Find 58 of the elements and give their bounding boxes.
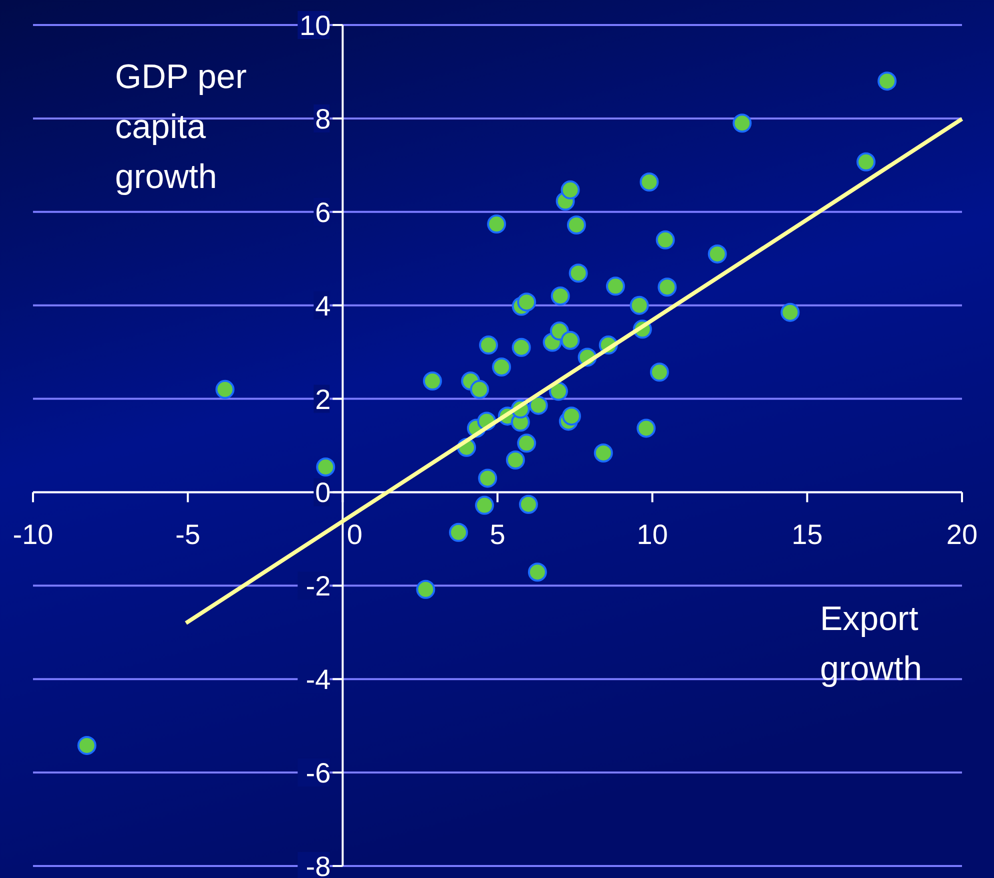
point: [215, 380, 234, 399]
point: [416, 580, 436, 599]
point: [856, 152, 876, 172]
y-tick-label: 10: [300, 10, 331, 41]
point: [658, 278, 677, 297]
y-tick-label: 2: [315, 384, 331, 415]
point: [528, 562, 547, 582]
point: [568, 264, 588, 283]
point: [560, 180, 580, 200]
y-tick-label: 6: [315, 196, 331, 228]
point: [528, 396, 548, 415]
x-tick-label: -10: [12, 519, 54, 550]
point: [878, 72, 897, 91]
point: [732, 114, 752, 133]
point: [562, 406, 582, 426]
point: [506, 450, 525, 470]
x-tick-label: 15: [792, 519, 823, 550]
point: [518, 494, 538, 514]
x-tick-label: -5: [175, 519, 200, 550]
point: [492, 358, 512, 377]
point: [550, 286, 570, 306]
point: [630, 296, 649, 315]
point: [422, 372, 442, 391]
point: [517, 292, 536, 312]
point: [479, 336, 498, 355]
y-tick-label: -6: [306, 758, 331, 789]
point: [780, 302, 800, 322]
point: [474, 496, 494, 515]
point: [606, 276, 625, 296]
point: [636, 418, 656, 438]
x-tick-label: 5: [490, 519, 506, 550]
x-axis-title: Export growth: [820, 600, 922, 688]
point: [640, 172, 659, 192]
point: [478, 468, 498, 488]
point: [517, 434, 536, 453]
point: [77, 736, 96, 755]
point: [549, 382, 568, 401]
point: [560, 330, 580, 350]
x-tick-label: 10: [636, 519, 668, 550]
y-tick-label: 0: [315, 477, 331, 508]
point: [316, 457, 336, 476]
point: [708, 244, 727, 264]
point: [594, 443, 613, 462]
y-tick-label: 4: [315, 290, 331, 322]
point: [656, 230, 675, 250]
y-tick-label: 8: [315, 103, 331, 134]
point: [470, 380, 490, 399]
y-tick-label: -8: [306, 851, 331, 878]
point: [512, 338, 531, 357]
x-tick-label: 20: [946, 519, 978, 550]
point: [650, 362, 669, 382]
x-tick-label: 0: [346, 519, 362, 550]
y-axis-title: GDP per capita growth: [115, 58, 247, 196]
point: [566, 215, 586, 234]
y-tick-label: -4: [306, 664, 331, 696]
point: [487, 214, 506, 234]
point: [448, 522, 468, 542]
y-tick-label: -2: [306, 570, 331, 602]
